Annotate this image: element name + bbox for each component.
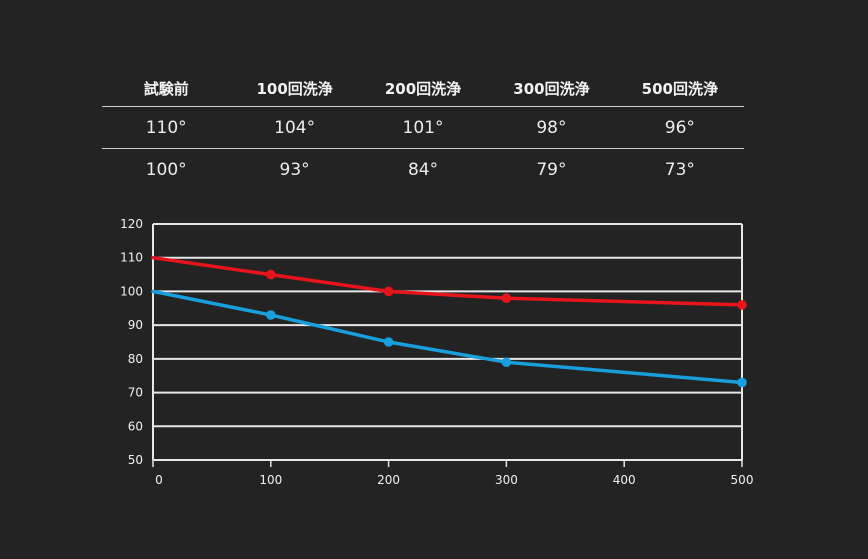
x-tick-label: 100 — [259, 473, 282, 487]
table-cell: 93° — [279, 159, 310, 180]
header-before-test: 試験前 — [143, 79, 189, 98]
series-2-line — [151, 289, 744, 385]
table-cell: 73° — [664, 159, 695, 180]
y-tick-label: 60 — [128, 419, 143, 433]
series-2-point — [501, 357, 512, 368]
header-500-washes: 500回洗浄 — [641, 79, 718, 98]
header-300-washes: 300回洗浄 — [513, 79, 590, 98]
x-tick-label: 400 — [613, 473, 636, 487]
header-200-washes: 200回洗浄 — [384, 79, 462, 98]
table-cell: 79° — [536, 159, 567, 180]
x-tick-label: 200 — [377, 473, 400, 487]
x-tick-label: 0 — [155, 473, 163, 487]
series-1-point — [383, 286, 394, 297]
table-row: 100° 93° 84° 79° 73° — [102, 149, 744, 190]
series-1-point — [737, 300, 747, 310]
y-tick-label: 70 — [128, 386, 143, 400]
series-1-point — [501, 293, 512, 303]
table-row: 110° 104° 101° 98° 96° — [102, 107, 744, 148]
y-tick-label: 120 — [120, 217, 143, 231]
series-2-point — [266, 310, 276, 320]
y-tick-label: 90 — [128, 318, 143, 332]
header-100-washes: 100回洗浄 — [256, 79, 333, 98]
table-divider — [102, 106, 744, 107]
wash-test-table: 試験前 100回洗浄 200回洗浄 300回洗浄 500回洗浄 110° 104… — [102, 70, 744, 190]
series-1-point — [266, 269, 276, 280]
series-2-point — [737, 377, 747, 388]
series-2-point — [383, 337, 394, 347]
table-divider — [102, 148, 744, 149]
table-cell: 98° — [536, 117, 567, 138]
y-tick-label: 80 — [128, 352, 143, 366]
table-cell: 84° — [407, 159, 439, 180]
y-tick-label: 110 — [120, 251, 143, 265]
x-tick-label: 300 — [495, 473, 518, 487]
table-cell: 96° — [664, 117, 695, 138]
y-tick-label: 100 — [120, 284, 143, 298]
series-1-line — [151, 255, 744, 307]
table-cell: 110° — [145, 117, 187, 138]
table-cell: 100° — [145, 159, 187, 180]
x-tick-label: 500 — [731, 473, 754, 487]
table-cell: 104° — [274, 117, 316, 138]
table-header-row: 試験前 100回洗浄 200回洗浄 300回洗浄 500回洗浄 — [102, 70, 744, 106]
y-tick-label: 50 — [128, 453, 143, 467]
table-cell: 101° — [402, 117, 444, 138]
